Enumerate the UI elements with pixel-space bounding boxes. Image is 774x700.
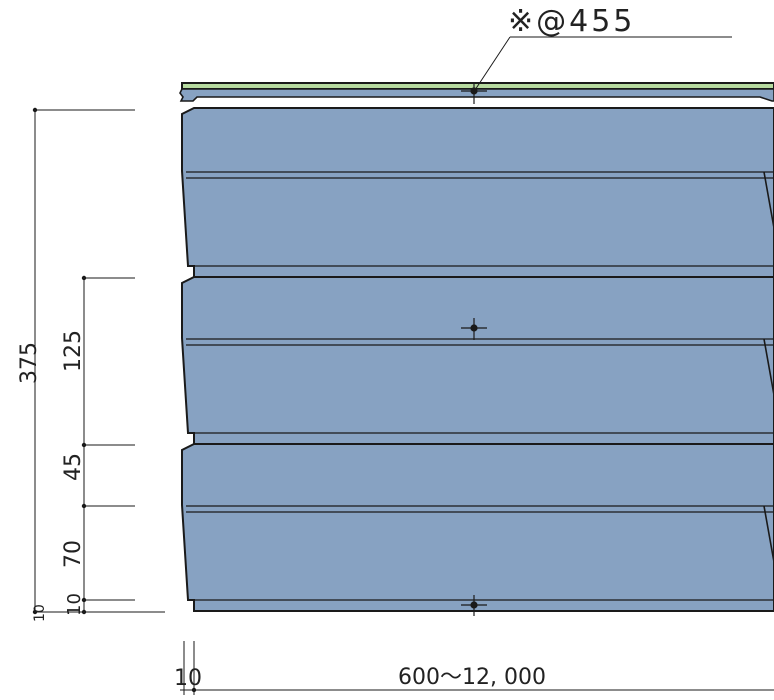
panel-2 (181, 276, 774, 445)
dim-total-height: 375 (17, 342, 42, 384)
dim-upper-height: 125 (61, 330, 86, 372)
dim-horizontal-length: 600〜12, 000 (398, 665, 546, 690)
dim-bottom-gap-a: 10 (64, 593, 85, 616)
dim-bottom-gap-b: 10 (32, 604, 48, 622)
panel-3 (181, 443, 774, 612)
note-leader-line (474, 36, 511, 91)
spacing-note: ※@455 (474, 4, 732, 91)
top-cap-flange (179, 88, 774, 102)
panel-1 (181, 107, 774, 278)
dim-lower-height: 70 (61, 540, 86, 568)
dim-middle-height: 45 (61, 453, 86, 481)
spacing-note-label: ※@455 (508, 4, 635, 39)
dim-horizontal-offset: 10 (174, 666, 202, 691)
fastener-marks (461, 82, 487, 616)
vertical-dimensions (32, 107, 165, 615)
fastener-cross-icon (461, 595, 487, 616)
horizontal-dimensions (180, 641, 774, 695)
fastener-cross-icon (461, 318, 487, 340)
panel-right-edge (763, 171, 774, 563)
wall-panel-stack (179, 82, 774, 612)
